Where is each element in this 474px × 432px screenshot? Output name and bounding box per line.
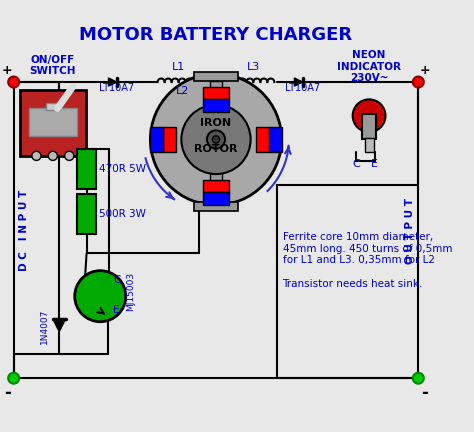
Text: ON/OFF
SWITCH: ON/OFF SWITCH [29, 55, 76, 76]
Text: C: C [353, 159, 360, 169]
Text: MJ15003: MJ15003 [126, 272, 135, 311]
Circle shape [212, 136, 219, 143]
Polygon shape [294, 78, 302, 86]
Text: LT10A7: LT10A7 [99, 83, 134, 93]
Text: Ferrite core 10mm diameter,: Ferrite core 10mm diameter, [283, 232, 433, 241]
Text: -: - [421, 384, 428, 402]
Circle shape [75, 271, 126, 322]
Bar [362, 114, 376, 140]
Bar [194, 202, 238, 211]
Circle shape [8, 76, 19, 88]
Text: 1N4007: 1N4007 [40, 308, 49, 344]
Text: L2: L2 [176, 86, 190, 96]
Bar [163, 127, 176, 152]
Bar [203, 180, 229, 192]
Text: ROTOR: ROTOR [194, 143, 238, 153]
Text: for L1 and L3. 0,35mm for L2: for L1 and L3. 0,35mm for L2 [283, 255, 435, 265]
Bar [29, 108, 76, 136]
Circle shape [8, 373, 19, 384]
Bar [203, 192, 229, 205]
Text: O U T P U T: O U T P U T [405, 197, 415, 264]
Bar [77, 149, 96, 189]
Text: E: E [371, 159, 378, 169]
Bar [203, 99, 229, 112]
Bar [269, 127, 282, 152]
Text: 45mm long. 450 turns of 0,5mm: 45mm long. 450 turns of 0,5mm [283, 244, 452, 254]
Circle shape [413, 373, 424, 384]
Bar [210, 81, 222, 202]
Text: 470R 5W: 470R 5W [100, 164, 146, 174]
Polygon shape [53, 319, 65, 332]
Text: D C   I N P U T: D C I N P U T [18, 190, 29, 271]
Circle shape [353, 99, 385, 132]
Text: MOTOR BATTERY CHARGER: MOTOR BATTERY CHARGER [80, 25, 353, 44]
Text: E: E [113, 305, 119, 314]
Bar [256, 127, 269, 152]
Bar [365, 138, 374, 152]
Text: L3: L3 [247, 62, 260, 72]
Text: Transistor needs heat sink.: Transistor needs heat sink. [283, 279, 423, 289]
Text: 500R 3W: 500R 3W [100, 209, 146, 219]
Text: +: + [2, 64, 13, 77]
Bar [46, 103, 60, 110]
Circle shape [32, 151, 41, 160]
Bar [150, 127, 163, 152]
Bar [20, 90, 86, 156]
Circle shape [48, 151, 57, 160]
Bar [194, 72, 238, 81]
Circle shape [413, 76, 424, 88]
Circle shape [182, 105, 251, 174]
Bar [77, 194, 96, 234]
Text: L1: L1 [172, 62, 185, 72]
Text: -: - [4, 384, 11, 402]
Polygon shape [109, 78, 117, 86]
Bar [203, 86, 229, 99]
Text: LT10A7: LT10A7 [285, 83, 320, 93]
Text: IRON: IRON [201, 118, 231, 128]
Circle shape [65, 151, 74, 160]
Circle shape [150, 74, 282, 205]
Text: +: + [419, 64, 430, 77]
Text: C: C [113, 276, 120, 286]
Circle shape [207, 130, 225, 149]
Text: NEON
INDICATOR
230V~: NEON INDICATOR 230V~ [337, 50, 401, 83]
